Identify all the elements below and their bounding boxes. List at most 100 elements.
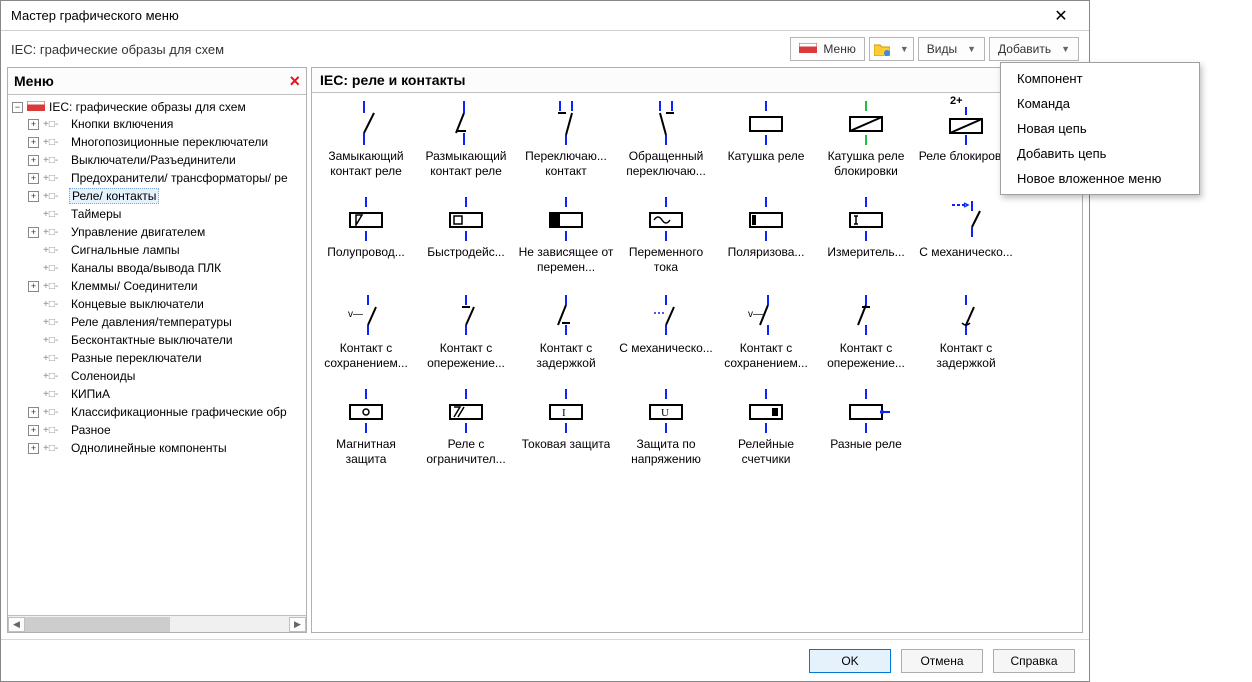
symbol-item[interactable]: IТоковая защита <box>518 389 614 467</box>
symbol-label: Катушка реле блокировки <box>818 149 914 179</box>
tree-children: ++□-Кнопки включения++□-Многопозиционные… <box>28 115 306 457</box>
symbol-item[interactable]: Катушка реле <box>718 101 814 179</box>
tree-item[interactable]: +□-Реле давления/температуры <box>28 313 306 331</box>
expand-icon[interactable]: + <box>28 443 39 454</box>
expand-icon[interactable]: + <box>28 407 39 418</box>
symbol-item[interactable]: Переменного тока <box>618 197 714 275</box>
symbol-label: Контакт с опережение... <box>818 341 914 371</box>
tree-item-label: Таймеры <box>69 207 123 221</box>
symbol-item[interactable]: Обращенный переключаю... <box>618 101 714 179</box>
expand-icon[interactable]: + <box>28 155 39 166</box>
symbol-icon: v— <box>736 293 796 337</box>
tree-item[interactable]: ++□-Классификационные графические обр <box>28 403 306 421</box>
symbol-label: Разные реле <box>830 437 902 467</box>
symbol-item[interactable]: Катушка реле блокировки <box>818 101 914 179</box>
expand-icon[interactable]: + <box>28 119 39 130</box>
symbol-item[interactable]: Размыкающий контакт реле <box>418 101 514 179</box>
symbol-item[interactable]: Релейные счетчики <box>718 389 814 467</box>
menu-icon <box>799 43 817 55</box>
symbol-icon <box>936 197 996 241</box>
tree-item[interactable]: ++□-Предохранители/ трансформаторы/ ре <box>28 169 306 187</box>
tree-item[interactable]: ++□-Реле/ контакты <box>28 187 306 205</box>
tree-item[interactable]: +□-Соленоиды <box>28 367 306 385</box>
tree-item[interactable]: ++□-Управление двигателем <box>28 223 306 241</box>
scroll-thumb[interactable] <box>25 617 170 632</box>
tree-header: Меню × <box>8 68 306 95</box>
symbol-label: Магнитная защита <box>318 437 414 467</box>
tree-body[interactable]: − IEC: графические образы для схем ++□-К… <box>8 95 306 615</box>
tree-hscrollbar[interactable]: ◀ ▶ <box>8 615 306 632</box>
tree-item[interactable]: ++□-Выключатели/Разъединители <box>28 151 306 169</box>
views-button[interactable]: Виды ▼ <box>918 37 985 61</box>
menu-button[interactable]: Меню <box>790 37 864 61</box>
dropdown-item[interactable]: Компонент <box>1003 66 1197 91</box>
symbol-item[interactable]: Контакт с опережение... <box>818 293 914 371</box>
symbol-item[interactable]: С механическо... <box>918 197 1014 275</box>
symbol-item[interactable]: Поляризова... <box>718 197 814 275</box>
node-icon: +□- <box>43 335 65 346</box>
symbol-item[interactable]: Разные реле <box>818 389 914 467</box>
scroll-track[interactable] <box>25 617 289 632</box>
expand-icon[interactable]: + <box>28 173 39 184</box>
symbol-item[interactable]: Контакт с задержкой <box>518 293 614 371</box>
tree-item[interactable]: +□-Сигнальные лампы <box>28 241 306 259</box>
symbol-item[interactable]: Замыкающий контакт реле <box>318 101 414 179</box>
expand-icon[interactable]: + <box>28 227 39 238</box>
symbol-item[interactable]: v—Контакт с сохранением... <box>318 293 414 371</box>
expand-icon[interactable]: + <box>28 191 39 202</box>
chevron-down-icon: ▼ <box>1061 44 1070 54</box>
tree-item[interactable]: ++□-Многопозиционные переключатели <box>28 133 306 151</box>
symbol-item[interactable]: Полупровод... <box>318 197 414 275</box>
help-button[interactable]: Справка <box>993 649 1075 673</box>
tree-item-label: Кнопки включения <box>69 117 175 131</box>
symbol-item[interactable]: Переключаю... контакт <box>518 101 614 179</box>
expand-icon[interactable]: + <box>28 281 39 292</box>
tree-item-label: Разное <box>69 423 113 437</box>
tree-item[interactable]: +□-Концевые выключатели <box>28 295 306 313</box>
dropdown-item[interactable]: Команда <box>1003 91 1197 116</box>
ok-button[interactable]: OK <box>809 649 891 673</box>
tree-item-label: Разные переключатели <box>69 351 204 365</box>
symbol-icon <box>436 389 496 433</box>
symbol-item[interactable]: v—Контакт с сохранением... <box>718 293 814 371</box>
dropdown-item[interactable]: Добавить цепь <box>1003 141 1197 166</box>
collapse-icon[interactable]: − <box>12 102 23 113</box>
scroll-right-icon[interactable]: ▶ <box>289 617 306 632</box>
symbol-item[interactable]: UЗащита по напряжению <box>618 389 714 467</box>
symbol-item[interactable]: Быстродейс... <box>418 197 514 275</box>
symbol-item[interactable]: Контакт с задержкой <box>918 293 1014 371</box>
expand-icon[interactable]: + <box>28 137 39 148</box>
symbol-icon <box>636 293 696 337</box>
symbol-item[interactable]: Измеритель... <box>818 197 914 275</box>
expand-icon[interactable]: + <box>28 425 39 436</box>
tree-item[interactable]: ++□-Разное <box>28 421 306 439</box>
tree-item[interactable]: +□-КИПиА <box>28 385 306 403</box>
tree-root-label: IEC: графические образы для схем <box>49 100 246 114</box>
symbol-item[interactable]: Контакт с опережение... <box>418 293 514 371</box>
tree-item[interactable]: +□-Разные переключатели <box>28 349 306 367</box>
scroll-left-icon[interactable]: ◀ <box>8 617 25 632</box>
tree-close-icon[interactable]: × <box>289 72 300 90</box>
tree-item[interactable]: +□-Таймеры <box>28 205 306 223</box>
symbol-item[interactable]: Реле с ограничител... <box>418 389 514 467</box>
dropdown-item[interactable]: Новая цепь <box>1003 116 1197 141</box>
close-icon[interactable]: ✕ <box>1041 2 1081 30</box>
tree-item[interactable]: ++□-Кнопки включения <box>28 115 306 133</box>
symbol-label: Контакт с задержкой <box>518 341 614 371</box>
folder-button[interactable]: ▼ <box>869 37 914 61</box>
tree-item[interactable]: ++□-Клеммы/ Соединители <box>28 277 306 295</box>
tree-item[interactable]: ++□-Однолинейные компоненты <box>28 439 306 457</box>
node-icon: +□- <box>43 191 65 202</box>
symbol-item[interactable]: Магнитная защита <box>318 389 414 467</box>
node-icon: +□- <box>43 389 65 400</box>
tree-item[interactable]: +□-Бесконтактные выключатели <box>28 331 306 349</box>
tree-item[interactable]: +□-Каналы ввода/вывода ПЛК <box>28 259 306 277</box>
symbol-item[interactable]: С механическо... <box>618 293 714 371</box>
add-button[interactable]: Добавить ▼ <box>989 37 1079 61</box>
symbol-icon <box>836 101 896 145</box>
symbol-item[interactable]: Не зависящее от перемен... <box>518 197 614 275</box>
cancel-button[interactable]: Отмена <box>901 649 983 673</box>
dropdown-item[interactable]: Новое вложенное меню <box>1003 166 1197 191</box>
symbol-icon <box>436 293 496 337</box>
node-icon: +□- <box>43 137 65 148</box>
